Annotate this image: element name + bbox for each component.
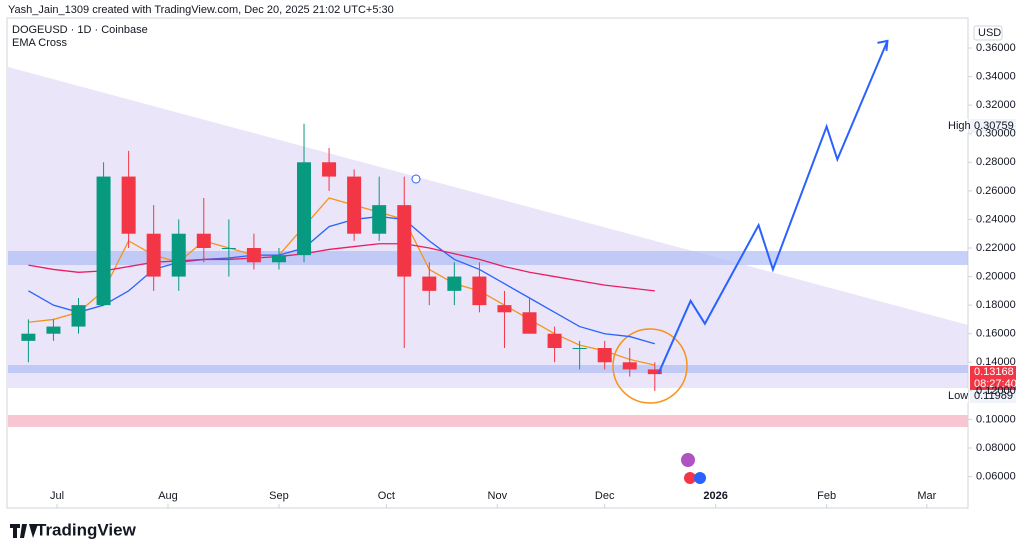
high-value-box xyxy=(970,119,1016,133)
low-value: 0.11989 xyxy=(974,390,1013,402)
y-tick-label: 0.32000 xyxy=(976,99,1016,111)
indicator: EMA Cross xyxy=(12,37,68,49)
candle-body xyxy=(472,276,487,306)
pink-zone xyxy=(8,415,968,427)
event-icon[interactable] xyxy=(694,472,706,484)
candle-body xyxy=(372,205,387,234)
candle-body xyxy=(547,333,562,348)
y-tick-label: 0.06000 xyxy=(976,470,1016,482)
y-tick-label: 0.34000 xyxy=(976,70,1016,82)
y-tick-label: 0.22000 xyxy=(976,242,1016,254)
candle-body xyxy=(46,326,61,334)
x-tick-label: Feb xyxy=(817,490,836,502)
countdown: 08:27:40 xyxy=(974,378,1017,390)
ema-line xyxy=(28,243,655,292)
last-price: 0.13168 xyxy=(974,366,1014,378)
x-tick-label: Oct xyxy=(378,490,395,502)
candle-body xyxy=(171,233,186,277)
y-tick-label: 0.28000 xyxy=(976,156,1016,168)
candle-body xyxy=(297,162,312,256)
low-label: Low xyxy=(948,390,968,402)
x-tick-label: Jul xyxy=(50,490,64,502)
x-tick-label: Aug xyxy=(158,490,178,502)
projection-line xyxy=(657,40,889,375)
y-tick-label: 0.24000 xyxy=(976,213,1016,225)
y-tick-label: 0.10000 xyxy=(976,413,1016,425)
candle-body xyxy=(96,176,111,306)
candle-body xyxy=(597,348,612,363)
ema-line xyxy=(28,197,655,366)
high-tag xyxy=(946,119,968,133)
y-tick-label: 0.16000 xyxy=(976,328,1016,340)
candle-body xyxy=(347,176,362,234)
event-icon[interactable] xyxy=(684,472,696,484)
y-tick-label: 0.20000 xyxy=(976,270,1016,282)
x-tick-label: Nov xyxy=(488,490,508,502)
candle-body xyxy=(196,233,211,248)
candle-body xyxy=(497,305,512,313)
y-tick-label: 0.14000 xyxy=(976,356,1016,368)
candle-body xyxy=(246,248,261,263)
x-tick-label: Sep xyxy=(269,490,289,502)
highlight-circle xyxy=(612,328,688,404)
event-icon[interactable] xyxy=(681,453,695,467)
candle-body xyxy=(572,348,587,349)
tv-logo xyxy=(10,524,38,538)
byline: Yash_Jain_1309 created with TradingView.… xyxy=(8,4,394,16)
brand: TradingView xyxy=(36,520,137,539)
triangle-drawing xyxy=(8,67,968,388)
candle-body xyxy=(647,369,662,375)
y-tick-label: 0.12000 xyxy=(976,385,1016,397)
candle-body xyxy=(522,312,537,334)
marker xyxy=(411,174,421,184)
candle-body xyxy=(121,176,136,234)
candle-body xyxy=(71,305,86,327)
support-zone xyxy=(8,365,968,373)
symbol: DOGEUSD · 1D · Coinbase xyxy=(12,24,148,36)
candle-body xyxy=(622,362,637,370)
y-tick-label: 0.26000 xyxy=(976,185,1016,197)
y-tick-label: 0.08000 xyxy=(976,442,1016,454)
candle-body xyxy=(397,205,412,277)
currency: USD xyxy=(978,27,1001,39)
high-label: High xyxy=(948,120,971,132)
y-tick-label: 0.18000 xyxy=(976,299,1016,311)
projection-arrow xyxy=(877,39,889,51)
candle-body xyxy=(271,255,286,263)
price-tag xyxy=(970,366,1016,390)
candle-body xyxy=(221,248,236,249)
candle-body xyxy=(21,333,36,341)
x-tick-label: 2026 xyxy=(703,490,727,502)
candle-body xyxy=(322,162,337,177)
currency-box[interactable] xyxy=(973,25,1003,41)
low-tag xyxy=(946,389,968,403)
x-tick-label: Dec xyxy=(595,490,615,502)
high-value: 0.30759 xyxy=(974,120,1014,132)
y-tick-label: 0.36000 xyxy=(976,42,1016,54)
low-value-box xyxy=(970,389,1016,403)
candle-body xyxy=(422,276,437,291)
candle-body xyxy=(447,276,462,291)
y-tick-label: 0.30000 xyxy=(976,128,1016,140)
candle-body xyxy=(146,233,161,277)
ema-line xyxy=(28,215,655,345)
x-tick-label: Mar xyxy=(917,490,936,502)
